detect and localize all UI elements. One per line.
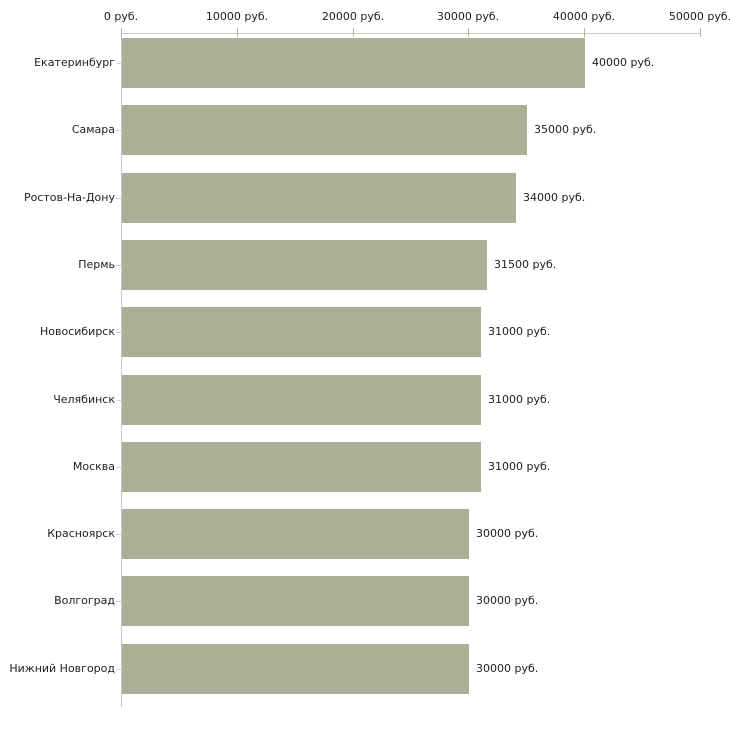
value-label: 31000 руб.: [488, 325, 551, 338]
bar-row: Нижний Новгород 30000 руб.: [0, 639, 730, 706]
category-label: Самара: [71, 123, 115, 136]
value-label: 30000 руб.: [476, 527, 539, 540]
x-axis-tick-label: 10000 руб.: [205, 10, 269, 23]
bar-row: Ростов-На-Дону 34000 руб.: [0, 168, 730, 235]
bar-row: Пермь 31500 руб.: [0, 235, 730, 302]
category-tick-mark: [116, 63, 121, 64]
category-label: Красноярск: [47, 527, 115, 540]
category-label: Ростов-На-Дону: [23, 191, 115, 204]
bar-10: [122, 644, 469, 694]
bar-3: [122, 173, 516, 223]
x-axis-tick: [700, 28, 701, 37]
category-tick-mark: [116, 332, 121, 333]
category-tick-mark: [116, 265, 121, 266]
bar-8: [122, 509, 469, 559]
category-label: Волгоград: [54, 594, 115, 607]
bar-5: [122, 307, 481, 357]
category-label: Челябинск: [53, 393, 115, 406]
bar-7: [122, 442, 481, 492]
x-axis-tick-label: 30000 руб.: [436, 10, 500, 23]
bar-4: [122, 240, 487, 290]
bar-row: Волгоград 30000 руб.: [0, 571, 730, 638]
x-axis-tick: [237, 28, 238, 37]
category-label: Екатеринбург: [34, 56, 115, 69]
category-tick-mark: [116, 467, 121, 468]
x-axis-tick: [584, 28, 585, 37]
bar-1: [122, 38, 585, 88]
x-axis-tick: [353, 28, 354, 37]
category-label: Нижний Новгород: [9, 662, 115, 675]
x-axis-tick: [121, 28, 122, 37]
value-label: 30000 руб.: [476, 594, 539, 607]
bar-row: Москва 31000 руб.: [0, 437, 730, 504]
category-label: Пермь: [78, 258, 115, 271]
value-label: 30000 руб.: [476, 662, 539, 675]
category-tick-mark: [116, 400, 121, 401]
category-tick-mark: [116, 669, 121, 670]
x-axis-tick: [468, 28, 469, 37]
category-label: Новосибирск: [39, 325, 115, 338]
x-axis-tick-label: 20000 руб.: [321, 10, 385, 23]
x-axis-line: [121, 33, 701, 34]
bar-row: Екатеринбург 40000 руб.: [0, 33, 730, 100]
value-label: 31000 руб.: [488, 460, 551, 473]
bar-row: Новосибирск 31000 руб.: [0, 302, 730, 369]
x-axis-tick-label: 40000 руб.: [552, 10, 616, 23]
bar-9: [122, 576, 469, 626]
value-label: 35000 руб.: [534, 123, 597, 136]
category-tick-mark: [116, 130, 121, 131]
category-tick-mark: [116, 601, 121, 602]
bar-row: Самара 35000 руб.: [0, 100, 730, 167]
x-axis-tick-label: 50000 руб.: [668, 10, 730, 23]
category-label: Москва: [72, 460, 115, 473]
bar-6: [122, 375, 481, 425]
value-label: 31500 руб.: [494, 258, 557, 271]
y-axis-line: [121, 33, 122, 707]
value-label: 31000 руб.: [488, 393, 551, 406]
value-label: 34000 руб.: [523, 191, 586, 204]
bar-row: Красноярск 30000 руб.: [0, 504, 730, 571]
bar-2: [122, 105, 527, 155]
bar-row: Челябинск 31000 руб.: [0, 370, 730, 437]
category-tick-mark: [116, 198, 121, 199]
x-axis-tick-label: 0 руб.: [103, 10, 139, 23]
category-tick-mark: [116, 534, 121, 535]
value-label: 40000 руб.: [592, 56, 655, 69]
